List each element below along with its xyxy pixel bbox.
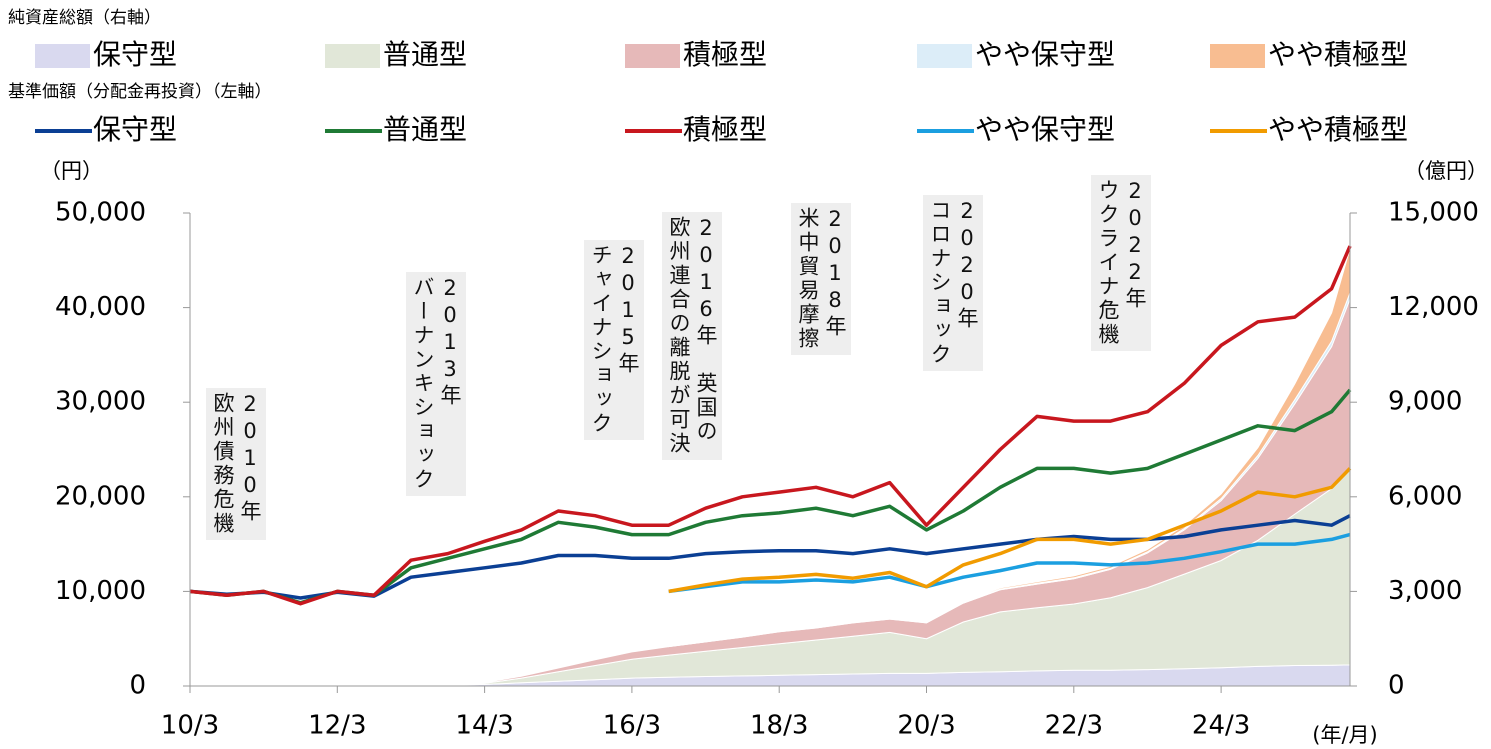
x-tick-label: 24/3 (1192, 711, 1250, 741)
annotation-line: 2013年 (438, 276, 462, 408)
y2-tick-label: 15,000 (1388, 198, 1479, 228)
annotation-line: 欧州連合の離脱が可決 (667, 216, 691, 456)
line (189, 388, 1352, 605)
lines (189, 245, 1352, 606)
annotation-line: 米中貿易摩擦 (796, 207, 820, 351)
y2-tick-label: 9,000 (1388, 387, 1462, 417)
annotation: 2022年 ウクライナ危機 (1091, 175, 1151, 351)
line (189, 245, 1352, 606)
legend-label: やや積極型 (1268, 113, 1408, 146)
annotation-line: 2010年 (238, 392, 262, 524)
y2-tick-label: 0 (1388, 671, 1405, 701)
annotation: 2020年 コロナショック (923, 195, 983, 371)
annotation-line: ウクライナ危機 (1096, 179, 1120, 347)
legend-label: やや積極型 (1268, 38, 1408, 71)
y-tick-label: 40,000 (55, 292, 146, 322)
x-axis-label: (年/月) (1312, 723, 1377, 747)
y-tick-label: 50,000 (55, 198, 146, 228)
legend-label: 保守型 (93, 113, 177, 146)
legend-label: 普通型 (383, 38, 467, 71)
y-tick-label: 10,000 (55, 576, 146, 606)
legend-swatch (325, 44, 380, 68)
x-tick-label: 18/3 (750, 711, 808, 741)
annotation: 2013年 バーナンキショック (406, 272, 466, 496)
x-tick-label: 12/3 (308, 711, 366, 741)
x-tick-label: 16/3 (603, 711, 661, 741)
y2-tick-label: 12,000 (1388, 292, 1479, 322)
legend-label: やや保守型 (975, 38, 1115, 71)
annotation-line: 2018年 (823, 207, 847, 339)
y-tick-label: 20,000 (55, 481, 146, 511)
x-tick-label: 22/3 (1045, 711, 1103, 741)
annotation-line: 2022年 (1123, 179, 1147, 311)
annotation-line: 欧州債務危機 (211, 392, 235, 536)
y-tick-label: 30,000 (55, 387, 146, 417)
annotation: 2010年 欧州債務危機 (206, 388, 266, 540)
annotation-line: 2015年 (616, 244, 640, 376)
x-tick-label: 10/3 (161, 711, 219, 741)
y2-tick-label: 6,000 (1388, 481, 1462, 511)
line (668, 532, 1351, 594)
annotation-line: バーナンキショック (411, 276, 435, 492)
y-tick-label: 0 (129, 671, 146, 701)
legend-swatch (625, 44, 680, 68)
y-axis-label: （円） (40, 159, 103, 183)
legend-label: 普通型 (383, 113, 467, 146)
line-legend-title: 基準価額（分配金再投資）（左軸） (8, 82, 272, 102)
annotation-line: 2016年 英国の (694, 216, 718, 444)
line (668, 467, 1352, 594)
line (189, 514, 1351, 600)
y2-tick-label: 3,000 (1388, 576, 1462, 606)
legend-swatch (917, 44, 972, 68)
area-legend-title: 純資産総額（右軸） (8, 8, 161, 28)
legend-label: 積極型 (683, 38, 767, 71)
legend-label: やや保守型 (975, 113, 1115, 146)
areas (190, 248, 1351, 687)
annotation: 2015年 チャイナショック (584, 240, 644, 440)
annotation: 2016年 英国の 欧州連合の離脱が可決 (662, 212, 722, 460)
annotation: 2018年 米中貿易摩擦 (791, 203, 851, 355)
y2-axis-label: （億円） (1404, 159, 1488, 183)
legend-swatch (35, 44, 90, 68)
annotation-line: コロナショック (928, 199, 952, 367)
x-tick-label: 20/3 (897, 711, 955, 741)
legend-label: 保守型 (93, 38, 177, 71)
legend-swatch (1210, 44, 1265, 68)
legend-label: 積極型 (683, 113, 767, 146)
annotation-line: 2020年 (955, 199, 979, 331)
x-tick-label: 14/3 (455, 711, 513, 741)
annotation-line: チャイナショック (589, 244, 613, 436)
